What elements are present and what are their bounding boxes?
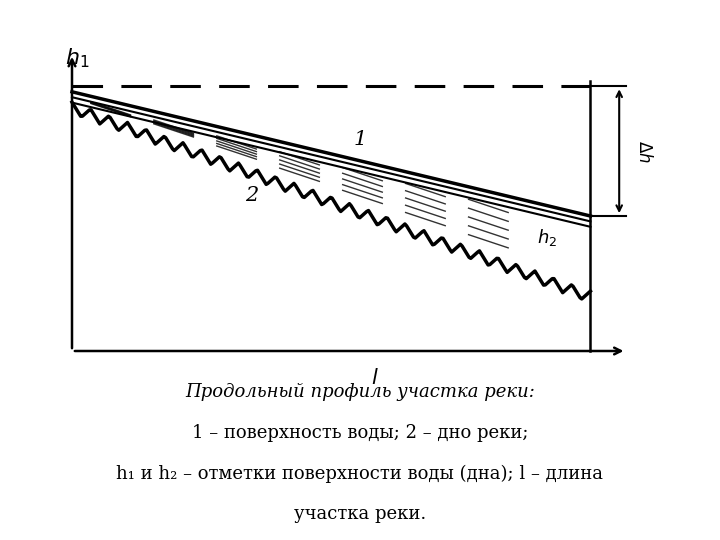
Text: 1 – поверхность воды; 2 – дно реки;: 1 – поверхность воды; 2 – дно реки; — [192, 424, 528, 442]
Text: $l$: $l$ — [371, 368, 378, 388]
Text: $h_1$: $h_1$ — [65, 46, 89, 70]
Text: 1: 1 — [354, 130, 366, 148]
Text: участка реки.: участка реки. — [294, 505, 426, 523]
Text: $\Delta h$: $\Delta h$ — [635, 140, 654, 163]
Text: 2: 2 — [246, 186, 258, 205]
Text: Продольный профиль участка реки:: Продольный профиль участка реки: — [185, 383, 535, 401]
Text: $h_2$: $h_2$ — [537, 227, 557, 248]
Text: h₁ и h₂ – отметки поверхности воды (дна); l – длина: h₁ и h₂ – отметки поверхности воды (дна)… — [117, 464, 603, 483]
